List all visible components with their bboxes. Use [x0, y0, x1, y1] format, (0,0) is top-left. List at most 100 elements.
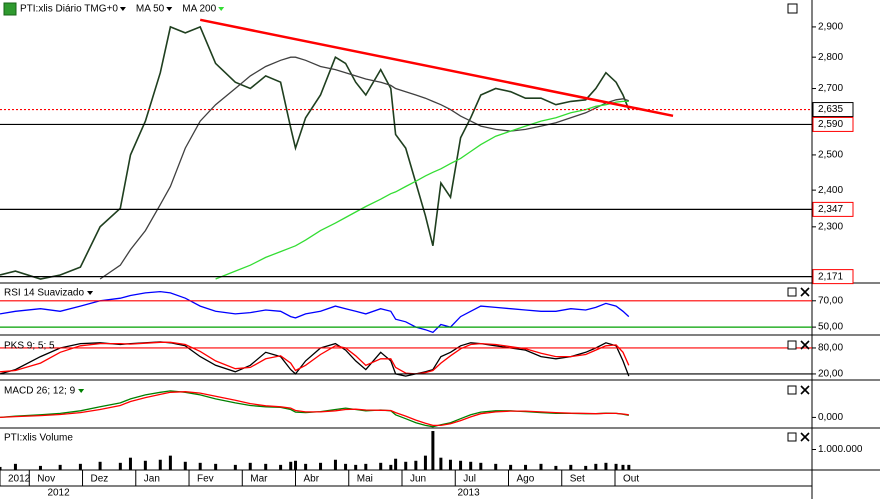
panel — [0, 431, 631, 470]
level-label-box — [812, 201, 854, 217]
panel — [0, 390, 629, 428]
volume-bar — [524, 464, 528, 470]
y-tick-label: 2,700 — [818, 83, 843, 94]
level-label: 2,171 — [818, 271, 843, 282]
x-tick-label: Dez — [91, 474, 109, 485]
volume-bar — [354, 464, 358, 470]
volume-bar — [569, 464, 573, 470]
dropdown-arrow[interactable] — [78, 389, 85, 393]
series-line — [0, 391, 629, 427]
y-tick-label: 2,900 — [818, 22, 843, 33]
volume-bar — [469, 461, 473, 470]
legend-entry[interactable]: MA 200 — [182, 4, 216, 15]
volume-bar — [168, 455, 172, 470]
volume-bar — [143, 460, 147, 470]
volume-bar — [621, 464, 625, 470]
close-icon[interactable] — [800, 287, 810, 297]
y-tick-label: 2,400 — [818, 185, 843, 196]
volume-bar — [118, 462, 122, 470]
maximize-icon[interactable] — [787, 385, 797, 395]
volume-bar — [279, 464, 283, 470]
x-tick-label: Nov — [37, 474, 55, 485]
volume-bar — [333, 459, 337, 470]
volume-bar — [38, 465, 42, 470]
maximize-icon[interactable] — [787, 432, 797, 442]
panel-title[interactable]: MACD 26; 12; 9 — [4, 386, 76, 397]
dropdown-arrow[interactable] — [119, 7, 126, 11]
series-line — [0, 341, 630, 375]
legend-entry[interactable]: MA 50 — [136, 4, 165, 15]
level-label-box — [812, 116, 854, 132]
series-line — [215, 100, 629, 280]
volume-bar — [414, 460, 418, 470]
maximize-icon[interactable] — [787, 3, 798, 14]
year-label: 2012 — [47, 488, 70, 499]
volume-bar — [494, 463, 498, 470]
x-tick-label: Jan — [144, 474, 160, 485]
series-line — [0, 290, 630, 334]
y-tick-label: 80,00 — [818, 343, 843, 354]
trendline — [199, 18, 674, 118]
level-label: 2,590 — [818, 119, 843, 130]
y-tick-label: 2,300 — [818, 221, 843, 232]
volume-bar — [158, 459, 162, 470]
x-tick-label: Abr — [304, 474, 320, 485]
volume-bar — [248, 462, 252, 470]
panel-title[interactable]: PTI:xlis Volume — [4, 433, 73, 444]
y-tick-label: 1.000.000 — [818, 444, 863, 455]
y-tick-label: 0,000 — [818, 412, 843, 423]
maximize-icon[interactable] — [787, 287, 797, 297]
close-icon[interactable] — [800, 340, 810, 350]
dropdown-arrow[interactable] — [87, 291, 94, 295]
x-tick-label: Mar — [250, 474, 268, 485]
y-tick-label: 20,00 — [818, 369, 843, 380]
volume-bar — [604, 462, 608, 470]
panel — [0, 341, 630, 377]
volume-bar — [0, 466, 2, 470]
x-tick-label: Fev — [197, 474, 214, 485]
dropdown-arrow[interactable] — [166, 7, 173, 11]
volume-bar — [214, 463, 218, 470]
panel — [0, 18, 674, 280]
volume-bar — [509, 464, 513, 470]
volume-bar — [198, 462, 202, 470]
volume-bar — [614, 463, 618, 470]
legend-entry[interactable]: PTI:xlis Diário TMG+0 — [20, 4, 118, 15]
panel-title[interactable]: PKS 9; 5; 5 — [4, 341, 55, 352]
x-tick-label: Jun — [410, 474, 426, 485]
volume-bar — [554, 465, 558, 470]
panel-title[interactable]: RSI 14 Suavizado — [4, 288, 84, 299]
series-line — [0, 25, 630, 280]
level-label: 2,347 — [818, 204, 843, 215]
x-tick-label: Out — [623, 474, 639, 485]
volume-bar — [304, 463, 308, 470]
x-tick-label: Ago — [516, 474, 534, 485]
volume-bar — [128, 457, 132, 470]
volume-bar — [183, 461, 187, 470]
x-tick-label: 2012 — [8, 474, 31, 485]
close-icon[interactable] — [800, 385, 810, 395]
volume-bar — [459, 460, 463, 470]
volume-bar — [289, 461, 293, 470]
volume-bar — [423, 455, 427, 470]
volume-bar — [389, 464, 393, 470]
volume-bar — [319, 462, 323, 470]
close-icon[interactable] — [800, 432, 810, 442]
volume-bar — [404, 461, 408, 470]
volume-bar — [294, 460, 298, 470]
maximize-icon[interactable] — [787, 340, 797, 350]
volume-bar — [364, 463, 368, 470]
y-tick-label: 50,00 — [818, 322, 843, 333]
volume-bar — [448, 459, 452, 470]
y-tick-label: 2,800 — [818, 52, 843, 63]
dropdown-arrow[interactable] — [218, 7, 225, 11]
volume-bar — [13, 463, 17, 470]
volume-bar — [394, 458, 398, 470]
volume-bar — [584, 465, 588, 470]
y-tick-label: 2,500 — [818, 150, 843, 161]
y-tick-label: 70,00 — [818, 295, 843, 306]
symbol-icon[interactable] — [3, 2, 17, 16]
volume-bar — [439, 457, 443, 470]
volume-bar — [264, 463, 268, 470]
